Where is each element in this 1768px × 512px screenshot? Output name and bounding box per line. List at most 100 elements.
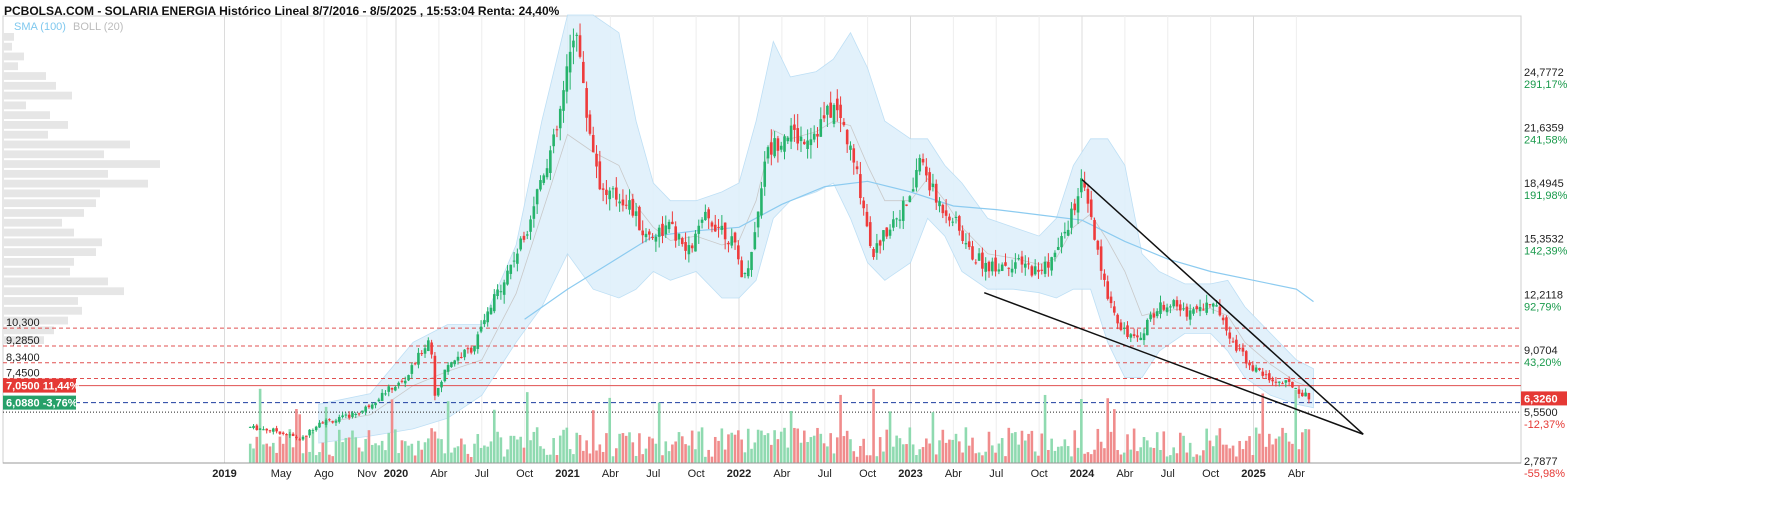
level-label: 10,300 bbox=[6, 317, 40, 329]
candle-body bbox=[908, 196, 912, 203]
volume-bar bbox=[644, 448, 648, 463]
volume-bar bbox=[799, 442, 803, 463]
volume-profile-bar bbox=[4, 189, 100, 198]
volume-profile-bar bbox=[4, 199, 96, 208]
volume-bar bbox=[265, 443, 269, 463]
volume-profile-bar bbox=[4, 160, 160, 168]
volume-bars bbox=[248, 388, 1311, 463]
candle-body bbox=[987, 261, 991, 272]
volume-bar bbox=[1258, 433, 1261, 463]
candle-body bbox=[882, 230, 885, 242]
volume-bar bbox=[301, 453, 305, 463]
volume-bar bbox=[707, 449, 710, 463]
level-badge-text: 7,0500 11,44% bbox=[6, 381, 80, 393]
volume-bar bbox=[516, 439, 519, 463]
volume-bar bbox=[1235, 456, 1238, 463]
volume-profile-bar bbox=[4, 209, 84, 217]
candle-body bbox=[532, 206, 536, 219]
volume-bar bbox=[911, 444, 915, 463]
volume-bar bbox=[1070, 456, 1073, 463]
candle-body bbox=[509, 264, 513, 274]
candle-body bbox=[1175, 300, 1179, 307]
candle-body bbox=[931, 183, 935, 187]
candle-body bbox=[1254, 367, 1258, 372]
candle-body bbox=[512, 260, 516, 262]
volume-bar bbox=[852, 451, 856, 463]
candle-body bbox=[1198, 306, 1202, 312]
volume-bar bbox=[710, 456, 714, 463]
volume-bar bbox=[433, 431, 437, 463]
volume-bar bbox=[278, 436, 282, 463]
legend-boll[interactable]: BOLL (20) bbox=[73, 21, 124, 33]
volume-bar bbox=[460, 438, 463, 463]
candle-body bbox=[631, 198, 635, 216]
volume-bar bbox=[598, 444, 602, 463]
candle-body bbox=[941, 204, 945, 214]
volume-bar bbox=[585, 440, 588, 463]
volume-bar bbox=[578, 435, 582, 463]
volume-bar bbox=[248, 443, 252, 463]
volume-bar bbox=[552, 438, 555, 463]
candle-body bbox=[1281, 383, 1284, 385]
trendline bbox=[983, 292, 1364, 435]
volume-bar bbox=[1218, 428, 1222, 463]
level-label: 9,2850 bbox=[6, 335, 40, 347]
volume-profile-bar bbox=[4, 228, 74, 237]
candle-body bbox=[796, 128, 800, 144]
volume-bar bbox=[977, 452, 981, 463]
x-tick-label: Abr bbox=[945, 468, 962, 480]
volume-bar bbox=[1284, 432, 1288, 463]
volume-bar bbox=[575, 432, 579, 463]
candle-body bbox=[667, 221, 671, 230]
volume-bar bbox=[1254, 427, 1258, 463]
legend-sma[interactable]: SMA (100) bbox=[14, 21, 66, 33]
candle-body bbox=[367, 405, 371, 408]
candle-body bbox=[387, 386, 391, 392]
candle-body bbox=[1231, 341, 1235, 343]
volume-bar bbox=[466, 453, 470, 463]
candle-body bbox=[1027, 263, 1030, 265]
candle-body bbox=[545, 168, 549, 178]
volume-bar bbox=[657, 402, 661, 463]
candle-body bbox=[469, 347, 473, 353]
volume-bar bbox=[542, 448, 546, 463]
candle-body bbox=[938, 201, 941, 207]
volume-bar bbox=[987, 431, 991, 463]
candle-body bbox=[301, 436, 305, 440]
y-tick-pct: -55,98% bbox=[1524, 468, 1565, 480]
candle-body bbox=[265, 428, 269, 431]
candle-body bbox=[601, 188, 605, 190]
candle-body bbox=[436, 387, 440, 396]
candle-body bbox=[928, 172, 931, 191]
candle-body bbox=[723, 222, 727, 240]
volume-bar bbox=[921, 447, 925, 463]
candle-body bbox=[1218, 306, 1222, 316]
volume-bar bbox=[882, 451, 885, 463]
volume-bar bbox=[492, 409, 496, 463]
x-tick-label: 2023 bbox=[898, 468, 922, 480]
volume-bar bbox=[304, 435, 308, 463]
volume-bar bbox=[908, 427, 912, 463]
candle-body bbox=[984, 262, 987, 272]
candle-body bbox=[492, 294, 496, 312]
x-tick-label: Abr bbox=[773, 468, 790, 480]
candle-body bbox=[1113, 306, 1116, 313]
volume-bar bbox=[281, 443, 285, 463]
candle-body bbox=[1274, 381, 1278, 383]
candle-body bbox=[1050, 257, 1053, 271]
volume-profile-bar bbox=[4, 336, 44, 344]
volume-bar bbox=[687, 445, 691, 463]
candle-body bbox=[585, 88, 588, 118]
x-tick-label: 2019 bbox=[212, 468, 236, 480]
candle-body bbox=[380, 392, 384, 401]
volume-bar bbox=[621, 433, 625, 463]
volume-bar bbox=[1073, 430, 1077, 463]
volume-bar bbox=[568, 449, 572, 463]
candle-body bbox=[967, 241, 971, 248]
x-tick-label: Abr bbox=[430, 468, 447, 480]
candle-body bbox=[647, 231, 651, 235]
candle-body bbox=[934, 183, 938, 203]
candle-body bbox=[1080, 178, 1083, 193]
volume-bar bbox=[727, 434, 730, 463]
